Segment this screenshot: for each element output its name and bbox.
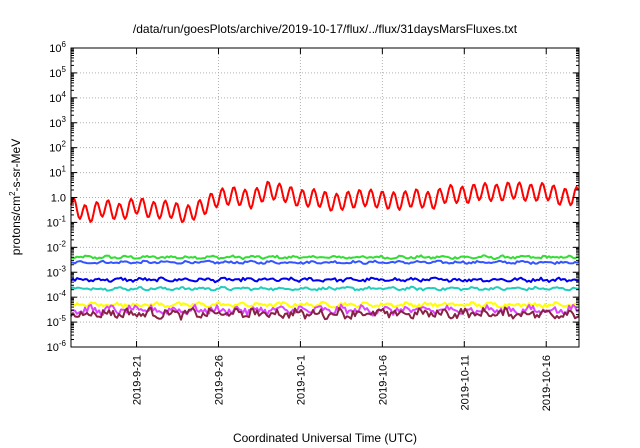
x-tick-label: 2019-10-6 xyxy=(377,355,389,405)
y-tick-label-base: 10 xyxy=(47,217,59,229)
series-line-6 xyxy=(70,300,580,309)
y-tick-label-base: 10 xyxy=(47,267,59,279)
y-tick-label-base: 10 xyxy=(47,292,59,304)
series-line-1 xyxy=(70,180,579,224)
y-tick-label: 101 xyxy=(49,165,66,180)
y-axis-title-sup: 2 xyxy=(8,191,17,196)
y-axis-title-rest: -s-sr-MeV xyxy=(9,139,23,192)
y-tick-label: 103 xyxy=(49,115,66,130)
y-tick-label-base: 10 xyxy=(49,68,61,80)
x-axis-title: Coordinated Universal Time (UTC) xyxy=(233,431,417,445)
x-tick-label: 2019-9-26 xyxy=(213,355,225,405)
y-tick-label-exp: -2 xyxy=(59,239,67,248)
y-tick-label-exp: 2 xyxy=(62,140,67,149)
x-tick-label: 2019-10-16 xyxy=(541,355,553,411)
y-tick-label-exp: -6 xyxy=(59,339,67,348)
y-tick-label-base: 10 xyxy=(47,242,59,254)
series-line-7 xyxy=(70,303,580,317)
y-tick-label-exp: 6 xyxy=(62,40,67,49)
series-line-5 xyxy=(70,285,580,292)
y-tick-label: 10-6 xyxy=(47,339,67,354)
y-axis-title: protons/cm2-s-sr-MeV xyxy=(8,139,23,255)
x-tick-label: 2019-10-11 xyxy=(459,355,471,410)
y-tick-label: 106 xyxy=(49,40,66,55)
y-tick-label-exp: -1 xyxy=(59,214,67,223)
y-tick-label-base: 10 xyxy=(49,143,61,155)
y-tick-label-exp: 4 xyxy=(62,90,67,99)
y-tick-label: 10-1 xyxy=(47,214,67,229)
grid xyxy=(71,48,579,347)
y-tick-label: 10-5 xyxy=(47,314,67,329)
series-line-2 xyxy=(70,254,580,261)
y-axis-title-base: protons/cm xyxy=(9,196,23,255)
y-tick-label: 1.0 xyxy=(51,193,66,205)
y-tick-label-exp: 3 xyxy=(62,115,67,124)
y-tick-label-base: 10 xyxy=(47,317,59,329)
series-group xyxy=(70,180,580,321)
series-line-4 xyxy=(70,276,580,284)
y-tick-label-base: 10 xyxy=(49,168,61,180)
y-tick-label: 104 xyxy=(49,90,66,105)
x-tick-label: 2019-9-21 xyxy=(132,355,144,405)
x-ticks: 2019-9-21 2019-9-26 2019-10-1 2019-10-6 2019… xyxy=(132,48,553,411)
y-tick-label-exp: 5 xyxy=(62,65,67,74)
y-tick-label-exp: -4 xyxy=(59,289,67,298)
y-tick-label: 10-4 xyxy=(47,289,67,304)
y-tick-label: 102 xyxy=(49,140,66,155)
y-tick-label-base: 10 xyxy=(49,43,61,55)
y-tick-label: 10-2 xyxy=(47,239,67,254)
chart-title: /data/run/goesPlots/archive/2019-10-17/f… xyxy=(133,22,518,36)
y-tick-label-exp: 1 xyxy=(62,165,67,174)
y-tick-label-exp: -5 xyxy=(59,314,67,323)
y-ticks: 10-610-510-410-310-210-11.01011021031041… xyxy=(47,40,579,354)
y-tick-label-base: 10 xyxy=(49,118,61,130)
x-tick-label: 2019-10-1 xyxy=(295,355,307,405)
y-tick-label-exp: -3 xyxy=(59,264,67,273)
series-line-8 xyxy=(70,306,580,321)
series-line-3 xyxy=(71,259,580,265)
y-tick-label: 10-3 xyxy=(47,264,67,279)
y-tick-label-base: 10 xyxy=(49,93,61,105)
y-tick-label: 105 xyxy=(49,65,66,80)
y-tick-label-base: 10 xyxy=(47,342,59,354)
